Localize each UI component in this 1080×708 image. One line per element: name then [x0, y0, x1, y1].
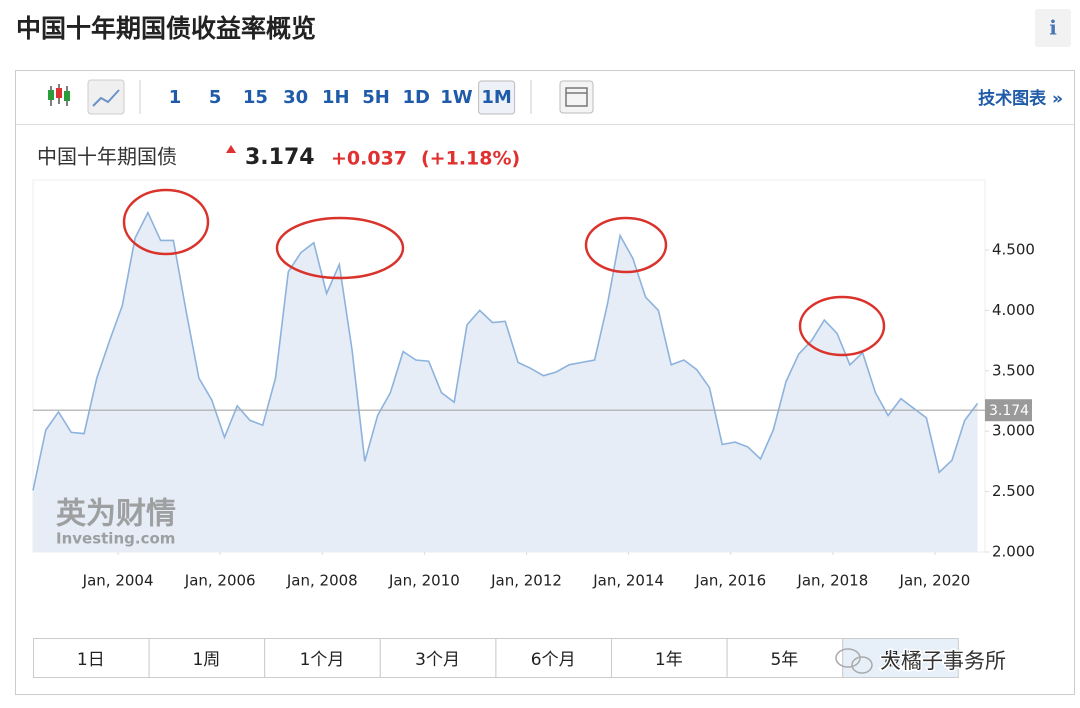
x-tick-label: Jan, 2004 — [82, 572, 154, 590]
annotations — [122, 188, 886, 357]
y-tick-label: 2.000 — [992, 543, 1035, 561]
layout-icon[interactable] — [559, 80, 594, 114]
watermark-en: Investing.com — [56, 530, 175, 548]
range-label[interactable]: 3个月 — [415, 650, 460, 670]
range-label[interactable]: 1周 — [192, 650, 220, 670]
instrument-name: 中国十年期国债 — [37, 145, 177, 169]
range-button[interactable] — [264, 638, 381, 678]
info-button[interactable] — [1035, 9, 1071, 47]
x-tick-label: Jan, 2016 — [694, 572, 766, 590]
range-label[interactable]: 6个月 — [531, 650, 576, 670]
overlay-logo — [835, 648, 873, 674]
range-button[interactable] — [842, 638, 959, 678]
overlay-text: 大橘子事务所 — [880, 649, 1006, 673]
watermark-cn: 英为财情 — [56, 497, 176, 532]
range-button[interactable] — [611, 638, 728, 678]
tech-chart-link[interactable]: 技术图表 » — [978, 88, 1063, 109]
range-button[interactable] — [33, 638, 150, 678]
interval-button[interactable]: 1H — [322, 87, 350, 108]
x-tick-label: Jan, 2018 — [796, 572, 868, 590]
candle-icon[interactable] — [48, 84, 70, 106]
line-icon[interactable] — [92, 89, 120, 107]
line-icon-button[interactable] — [87, 79, 125, 115]
line — [32, 210, 979, 491]
change-pct: (+1.18%) — [421, 148, 520, 170]
y-tick-label: 4.000 — [992, 301, 1035, 319]
interval-active[interactable] — [478, 80, 516, 115]
range-button[interactable] — [148, 638, 266, 678]
range-button[interactable] — [726, 638, 844, 678]
y-tick-label: 3.500 — [992, 361, 1035, 379]
last-value-label: 3.174 — [989, 403, 1029, 419]
x-tick-label: Jan, 2008 — [286, 572, 358, 590]
range-label[interactable]: 1日 — [77, 650, 105, 670]
interval-button[interactable]: 1 — [169, 87, 182, 108]
chart-layer: 2.000 2.500 3.000 3.500 4.000 4.500 Jan, 2004 J… — [32, 210, 1035, 590]
range-button[interactable] — [495, 638, 612, 678]
range-label[interactable]: 1个月 — [300, 650, 345, 670]
interval-button[interactable]: 1W — [440, 87, 473, 108]
range-bar: 1日 1周 1个月 3个月 6个月 1年 5年 最大 — [33, 638, 959, 678]
x-tick-label: Jan, 2012 — [490, 572, 562, 590]
interval-button[interactable]: 1M — [481, 87, 511, 108]
x-tick-label: Jan, 2010 — [388, 572, 460, 590]
range-label[interactable]: 5年 — [770, 650, 798, 670]
x-tick-label: Jan, 2014 — [592, 572, 664, 590]
interval-button[interactable]: 5 — [209, 87, 222, 108]
range-label[interactable]: 1年 — [655, 650, 683, 670]
x-tick-label: Jan, 2006 — [184, 572, 256, 590]
up-arrow — [226, 145, 236, 153]
y-tick-label: 4.500 — [992, 241, 1035, 259]
change: +0.037 — [331, 148, 407, 170]
interval-button[interactable]: 30 — [283, 87, 308, 108]
last-value-box — [985, 399, 1032, 422]
y-tick-label: 2.500 — [992, 482, 1035, 500]
x-tick-label: Jan, 2020 — [899, 572, 971, 590]
interval-button[interactable]: 5H — [362, 87, 390, 108]
page-title: 中国十年期国债收益率概览 — [16, 14, 316, 43]
interval-button[interactable]: 1D — [402, 87, 429, 108]
last-value: 3.174 — [245, 145, 315, 170]
area — [33, 212, 978, 552]
y-tick-label: 3.000 — [992, 422, 1035, 440]
range-button[interactable] — [379, 638, 497, 678]
interval-button[interactable]: 15 — [243, 87, 268, 108]
info-icon[interactable]: i — [1049, 16, 1057, 40]
range-label[interactable]: 最大 — [883, 650, 917, 670]
